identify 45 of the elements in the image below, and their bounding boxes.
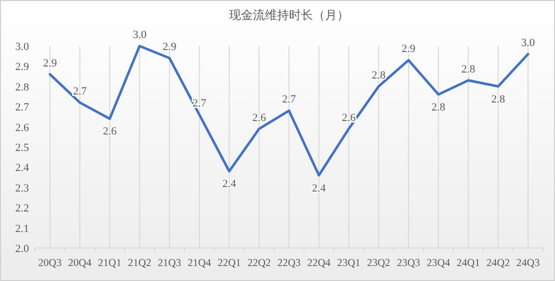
x-tick-label: 24Q2: [486, 258, 510, 269]
data-label: 3.0: [132, 29, 147, 41]
y-tick-label: 3.0: [15, 41, 30, 53]
x-tick-label: 24Q1: [456, 258, 480, 269]
data-label: 2.8: [491, 93, 506, 106]
x-tick-label: 23Q2: [366, 258, 390, 269]
data-label: 3.0: [521, 37, 536, 50]
x-tick-label: 21Q2: [128, 258, 152, 269]
y-tick-label: 2.0: [15, 243, 30, 255]
x-tick-label: 22Q4: [307, 258, 332, 269]
x-tick-label: 23Q1: [337, 258, 360, 269]
x-tick-label: 20Q4: [68, 258, 92, 269]
x-tick-label: 21Q3: [158, 258, 182, 269]
x-tick-label: 23Q3: [396, 258, 420, 269]
data-label: 2.9: [43, 57, 58, 70]
y-tick-label: 2.5: [15, 142, 30, 154]
data-label: 2.6: [252, 112, 266, 124]
y-tick-label: 2.8: [15, 81, 30, 94]
data-label: 2.7: [72, 86, 88, 98]
y-tick-label: 2.3: [15, 182, 30, 194]
y-tick-label: 2.7: [15, 102, 30, 114]
data-label: 2.4: [312, 182, 326, 194]
y-tick-label: 2.1: [15, 222, 29, 235]
y-tick-label: 2.2: [15, 202, 29, 215]
data-label: 2.6: [342, 112, 356, 124]
data-label: 2.8: [432, 101, 446, 114]
x-tick-label: 22Q2: [247, 258, 271, 269]
data-label: 2.8: [461, 63, 476, 76]
data-label: 2.9: [162, 41, 177, 54]
data-label: 2.7: [282, 94, 296, 106]
y-tick-label: 2.6: [15, 122, 30, 134]
x-tick-label: 23Q4: [426, 258, 451, 269]
x-tick-label: 24Q3: [516, 258, 540, 269]
x-tick-label: 22Q1: [218, 258, 241, 269]
x-tick-label: 21Q4: [188, 258, 212, 269]
title: 现金流维持时长（月）: [229, 8, 349, 22]
x-tick-label: 21Q1: [98, 258, 122, 269]
x-tick-label: 20Q3: [38, 258, 62, 269]
data-label: 2.4: [222, 178, 237, 190]
y-tick-label: 2.9: [15, 61, 30, 74]
x-tick-label: 22Q3: [277, 258, 301, 269]
data-label: 2.9: [402, 43, 416, 56]
data-label: 2.6: [102, 126, 118, 138]
data-label: 2.8: [372, 69, 386, 82]
y-tick-label: 2.4: [15, 162, 30, 174]
